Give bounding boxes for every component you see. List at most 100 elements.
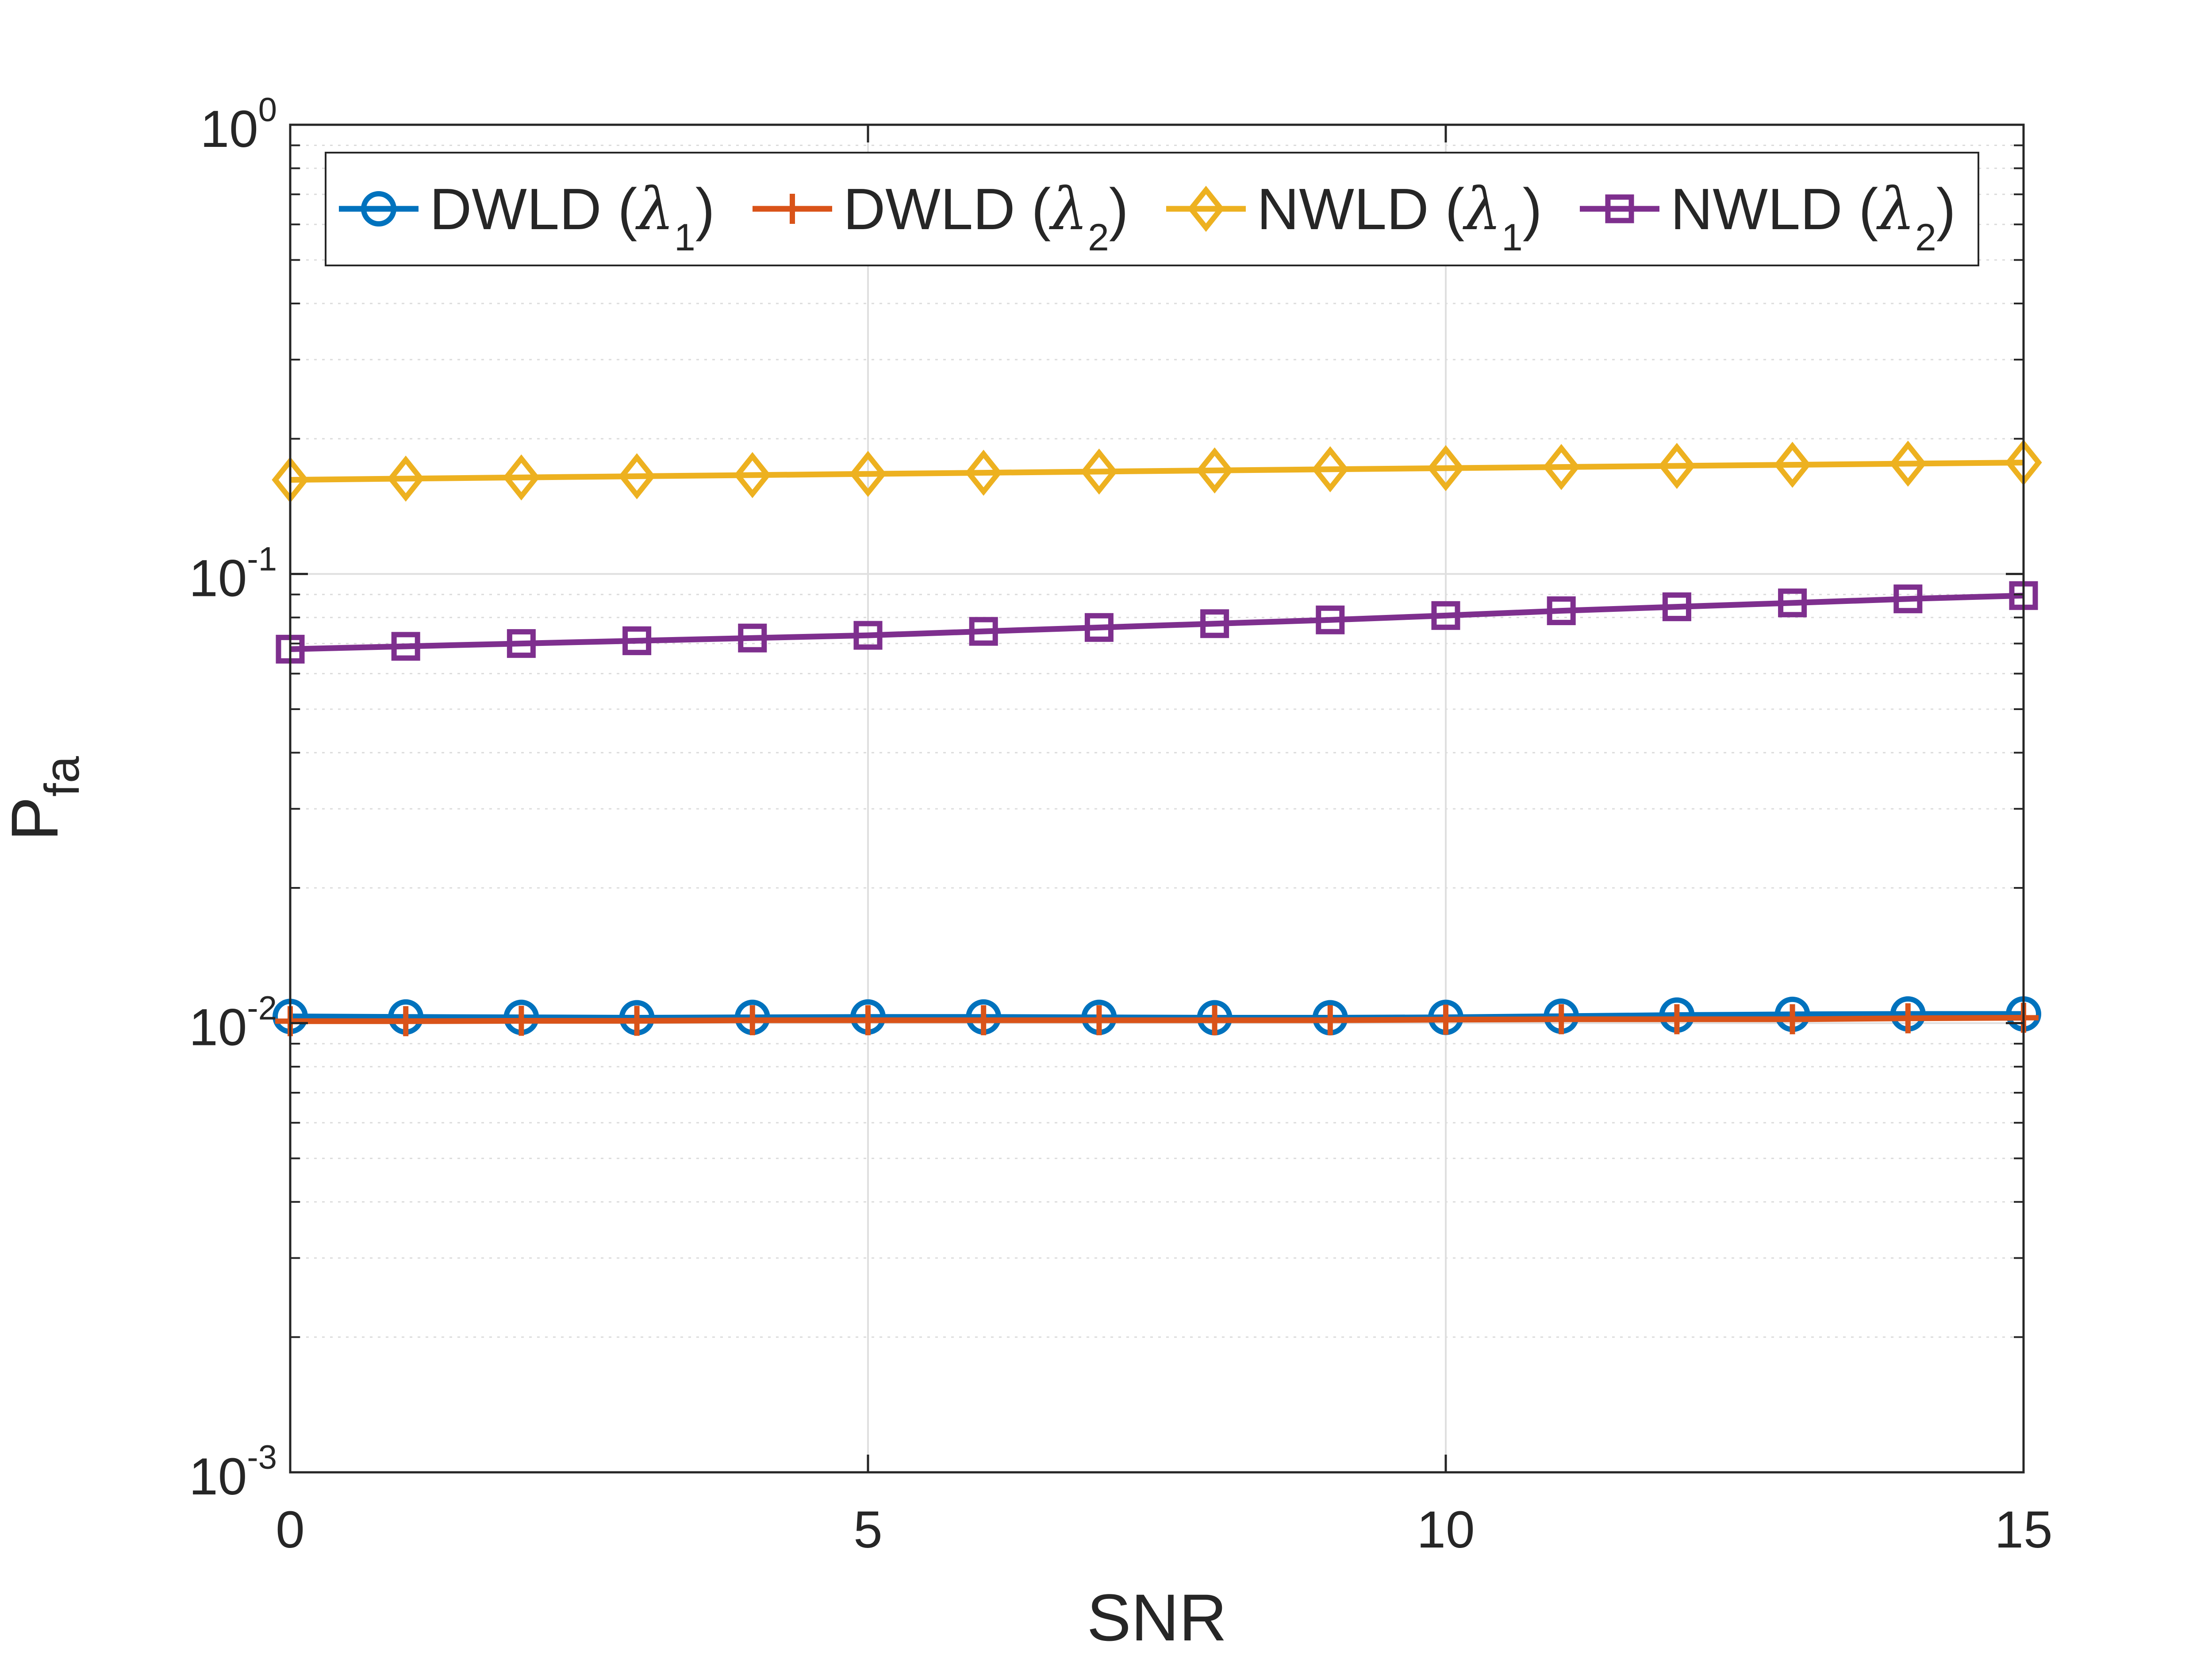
data-point-diamond	[1774, 442, 1811, 488]
data-point-square	[1662, 592, 1691, 622]
y-tick-label: 100	[200, 91, 277, 158]
data-point-diamond	[1889, 440, 1927, 487]
legend-label: NWLD (λ2)	[1671, 175, 1956, 259]
data-point-plus	[1777, 1004, 1808, 1034]
legend-lambda-symbol: λ	[1876, 175, 1915, 243]
data-point-diamond	[849, 451, 887, 497]
legend-lambda-symbol: λ	[1462, 175, 1502, 243]
data-point-square	[853, 621, 883, 650]
legend: DWLD (λ1) DWLD (λ2) NWLD (λ1) NWLD (λ2)	[325, 152, 1979, 266]
data-point-square	[1200, 609, 1229, 638]
data-point-diamond	[734, 452, 771, 498]
legend-label: NWLD (λ1)	[1257, 175, 1542, 259]
legend-paren-close: )	[695, 177, 715, 242]
data-point-square	[507, 629, 536, 658]
legend-label: DWLD (λ2)	[843, 175, 1129, 259]
data-point-diamond	[1658, 442, 1696, 489]
legend-box	[325, 152, 1979, 266]
data-point-square	[1084, 613, 1114, 642]
data-point-plus	[391, 1006, 421, 1037]
legend-lambda-index: 1	[1502, 216, 1523, 259]
legend-series-name: NWLD	[1671, 177, 1843, 242]
data-point-square	[1431, 601, 1460, 630]
y-tick-base: 10	[189, 1448, 247, 1506]
series-line	[290, 1014, 2024, 1024]
x-tick-label: 5	[853, 1501, 883, 1559]
legend-label: DWLD (λ1)	[430, 175, 715, 259]
data-point-diamond	[1543, 444, 1580, 490]
legend-paren-open: (	[1843, 177, 1878, 242]
y-tick-exponent: -2	[247, 990, 277, 1027]
data-point-square	[969, 617, 998, 646]
series-line	[290, 460, 2024, 483]
y-tick-label: 10-2	[189, 990, 277, 1057]
data-point-diamond	[1196, 447, 1233, 494]
legend-paren-open: (	[1429, 177, 1465, 242]
data-point-diamond	[618, 453, 656, 499]
data-point-plus	[968, 1005, 999, 1036]
data-point-plus	[1893, 1003, 1923, 1033]
data-point-diamond	[965, 449, 1002, 496]
ticks	[289, 123, 2025, 1474]
series-line	[290, 592, 2024, 652]
data-point-square	[1547, 596, 1576, 626]
data-point-square	[622, 626, 652, 655]
legend-item: DWLD (λ2)	[753, 175, 1129, 259]
y-tick-base: 10	[200, 100, 258, 158]
legend-paren-close: )	[1109, 177, 1129, 242]
data-point-square	[391, 632, 420, 661]
y-axis-label: Pfa	[0, 756, 89, 841]
data-point-plus	[853, 1005, 883, 1036]
data-point-square	[1316, 605, 1345, 634]
x-axis-label: SNR	[1087, 1580, 1227, 1655]
data-point-square	[1605, 194, 1634, 223]
data-point-diamond	[1080, 448, 1118, 495]
data-point-circle	[361, 191, 396, 227]
x-tick-label: 0	[276, 1501, 305, 1559]
y-tick-label: 10-3	[189, 1439, 277, 1506]
series-nwld-lambda2	[276, 581, 2038, 664]
legend-paren-open: (	[602, 177, 637, 242]
y-tick-label: 10-1	[189, 540, 277, 607]
data-point-diamond	[1427, 445, 1464, 492]
legend-paren-close: )	[1936, 177, 1956, 242]
legend-paren-close: )	[1523, 177, 1542, 242]
series-dwld-lambda2	[275, 1002, 2039, 1037]
data-point-diamond	[387, 455, 424, 502]
y-tick-exponent: -3	[247, 1439, 277, 1476]
x-tick-labels: 0 5 10 15	[276, 1501, 2052, 1559]
legend-item: NWLD (λ2)	[1580, 175, 1956, 259]
legend-paren-open: (	[1015, 177, 1051, 242]
data-point-square	[1893, 584, 1923, 614]
x-tick-label: 10	[1417, 1501, 1475, 1559]
data-point-diamond	[503, 454, 540, 501]
data-point-plus	[1546, 1004, 1577, 1034]
y-tick-exponent: 0	[258, 91, 277, 129]
series-nwld-lambda1	[272, 439, 2042, 503]
legend-lambda-symbol: λ	[1048, 175, 1088, 243]
plot-area	[290, 125, 2024, 1472]
data-point-plus	[506, 1006, 537, 1036]
legend-lambda-index: 1	[674, 216, 695, 259]
legend-item: NWLD (λ1)	[1166, 175, 1542, 259]
legend-series-name: DWLD	[430, 177, 602, 242]
legend-series-name: NWLD	[1257, 177, 1429, 242]
y-axis-label-subscript: fa	[35, 756, 89, 797]
series-layer	[272, 439, 2042, 1037]
data-point-diamond	[1187, 185, 1225, 232]
axes-box	[289, 123, 2025, 1474]
data-point-square	[738, 623, 767, 653]
data-point-plus	[1084, 1005, 1114, 1036]
data-point-plus	[622, 1006, 652, 1036]
legend-lambda-index: 2	[1915, 216, 1936, 259]
y-tick-exponent: -1	[247, 540, 277, 578]
y-axis-label-main: P	[0, 797, 72, 841]
data-point-plus	[1431, 1004, 1461, 1035]
y-tick-base: 10	[189, 549, 247, 607]
legend-lambda-symbol: λ	[635, 175, 674, 243]
legend-item: DWLD (λ1)	[339, 175, 715, 259]
data-point-diamond	[1312, 446, 1349, 492]
y-tick-base: 10	[189, 998, 247, 1057]
